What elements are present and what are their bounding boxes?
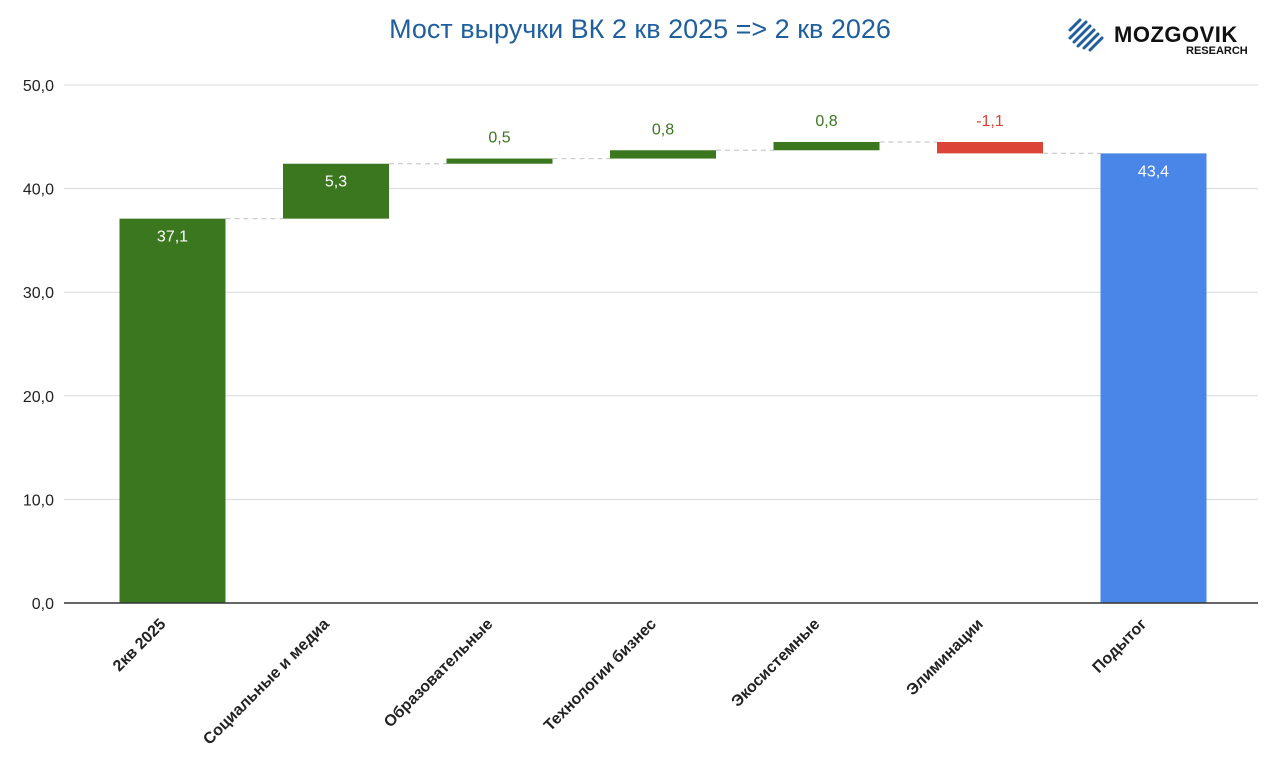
y-tick-label: 30,0 — [23, 285, 54, 302]
data-label: 0,8 — [815, 113, 837, 130]
data-label: 5,3 — [325, 174, 347, 191]
y-tick-label: 50,0 — [23, 78, 54, 95]
bar — [283, 163, 389, 219]
y-tick-label: 10,0 — [23, 492, 54, 509]
y-tick-label: 40,0 — [23, 182, 54, 199]
x-tick-label: 2кв 2025 — [110, 616, 169, 675]
bar — [1100, 153, 1207, 603]
x-tick-label: Образовательные — [381, 616, 496, 731]
x-tick-label: Элиминации — [904, 616, 987, 699]
data-label: 0,8 — [652, 121, 674, 138]
x-tick-label: Экосистемные — [729, 616, 824, 711]
bar — [773, 141, 880, 151]
y-tick-label: 0,0 — [32, 596, 54, 613]
data-label: 0,5 — [488, 130, 510, 147]
brand-logo: MOZGOVIK RESEARCH — [1066, 14, 1266, 64]
logo-subtext: RESEARCH — [1186, 45, 1248, 57]
bar — [446, 158, 553, 164]
chart-title: Мост выручки ВК 2 кв 2025 => 2 кв 2026 — [389, 14, 891, 44]
bar — [610, 150, 716, 159]
logo-text: MOZGOVIK — [1114, 22, 1238, 47]
bar — [937, 141, 1043, 154]
bar — [119, 218, 226, 604]
data-label: 43,4 — [1138, 163, 1169, 180]
x-tick-label: Технологии бизнес — [541, 616, 660, 735]
x-tick-label: Социальные и медиа — [200, 616, 333, 749]
data-label: -1,1 — [976, 113, 1004, 130]
x-tick-label: Подытог — [1090, 616, 1151, 677]
y-tick-label: 20,0 — [23, 389, 54, 406]
data-label: 37,1 — [157, 229, 188, 246]
brain-logo-icon — [1068, 18, 1104, 52]
